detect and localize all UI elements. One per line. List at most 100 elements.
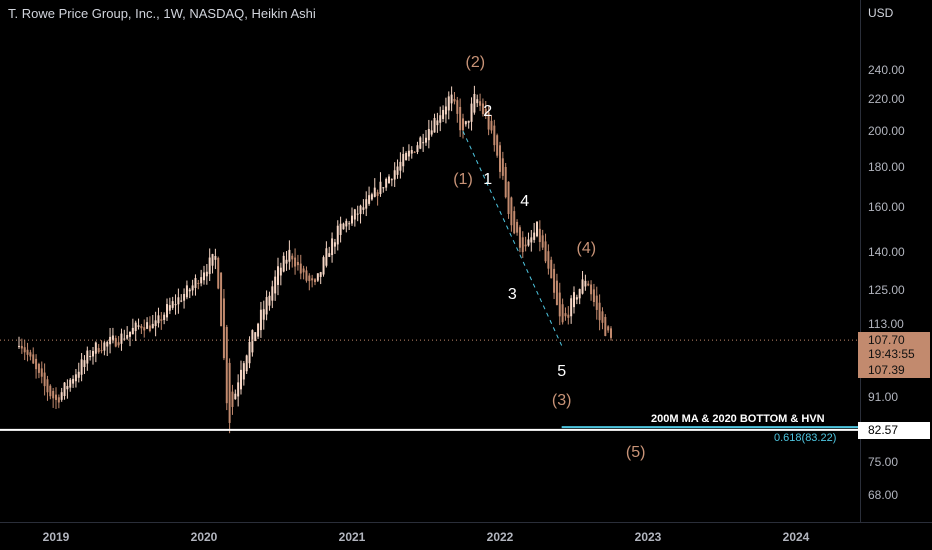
candle-body	[473, 93, 476, 113]
candle-body	[109, 336, 112, 345]
candle-body	[299, 263, 302, 274]
candle-body	[37, 363, 40, 373]
candle-body	[203, 272, 205, 281]
candle-body	[396, 166, 399, 175]
candle-body	[425, 137, 427, 143]
candle-body	[376, 192, 379, 196]
candle-body	[66, 385, 69, 390]
candle-body	[254, 332, 257, 342]
price-tick-label: 240.00	[868, 62, 905, 77]
candle-body	[126, 335, 129, 339]
candle-body	[77, 371, 80, 378]
candle-body	[573, 292, 575, 308]
candle-body	[305, 270, 308, 281]
candle-body	[97, 348, 100, 353]
candles-layer	[18, 85, 612, 434]
candle-body	[336, 225, 339, 245]
prev-close-tag: 107.39	[858, 363, 930, 378]
candle-body	[513, 211, 516, 234]
wave-label: 1	[483, 171, 493, 189]
candle-body	[561, 304, 564, 323]
time-axis-border	[0, 522, 932, 523]
candle-body	[259, 309, 262, 331]
candle-body	[225, 326, 228, 404]
price-tick-label: 68.00	[868, 488, 899, 503]
candle-body	[476, 99, 479, 104]
candle-body	[322, 257, 325, 275]
candle-body	[40, 368, 43, 377]
candle-body	[171, 301, 174, 308]
candle-body	[197, 282, 200, 284]
candle-body	[390, 179, 393, 181]
candle-body	[607, 326, 610, 331]
candle-body	[279, 267, 282, 276]
candle-body	[277, 266, 279, 285]
candle-body	[544, 241, 547, 262]
candle-body	[114, 338, 117, 347]
candle-body	[234, 393, 237, 400]
candle-body	[52, 390, 55, 399]
candle-body	[555, 280, 558, 305]
support-line-tag: 82.57	[858, 422, 930, 439]
candle-body	[450, 94, 453, 104]
wave-label: (1)	[453, 171, 473, 189]
candle-body	[46, 379, 49, 393]
candle-body	[251, 330, 254, 353]
candle-body	[18, 345, 20, 347]
candle-body	[359, 205, 362, 215]
candle-body	[407, 150, 410, 157]
candle-body	[92, 350, 94, 357]
candle-body	[490, 120, 493, 131]
candle-body	[510, 197, 513, 226]
price-tick-label: 125.00	[868, 282, 905, 297]
candle-body	[188, 289, 191, 292]
candle-body	[467, 120, 470, 123]
candle-body	[453, 98, 456, 102]
candle-body	[20, 345, 23, 349]
candle-body	[308, 275, 311, 282]
price-tick-label: 180.00	[868, 159, 905, 174]
candle-body	[518, 227, 521, 248]
candle-body	[325, 248, 328, 266]
candle-body	[430, 130, 433, 135]
candle-body	[200, 277, 203, 284]
candle-body	[362, 207, 365, 210]
candle-body	[590, 284, 593, 295]
candle-body	[553, 268, 556, 293]
candle-body	[405, 152, 408, 161]
candle-body	[160, 319, 163, 321]
candle-body	[547, 251, 550, 269]
candle-body	[242, 363, 245, 380]
candle-body	[194, 278, 197, 288]
candle-body	[496, 135, 499, 156]
candle-body	[265, 297, 268, 315]
candle-body	[351, 215, 353, 224]
candle-body	[69, 379, 72, 388]
price-tick-label: 91.00	[868, 390, 899, 404]
candle-body	[413, 151, 416, 153]
candle-body	[345, 220, 348, 227]
candle-body	[399, 161, 402, 171]
candle-body	[163, 314, 166, 321]
candle-body	[504, 166, 507, 198]
candle-body	[342, 223, 345, 230]
candle-body	[146, 322, 149, 329]
wave-label: (3)	[551, 391, 572, 409]
candle-body	[111, 335, 114, 341]
candle-body	[385, 178, 388, 188]
candle-body	[507, 181, 510, 215]
candle-body	[157, 315, 160, 324]
candle-body	[314, 279, 316, 283]
candle-body	[288, 249, 291, 262]
candle-body	[536, 221, 538, 237]
currency-label: USD	[868, 6, 894, 20]
candle-body	[587, 283, 590, 286]
candle-body	[464, 121, 467, 125]
candle-body	[32, 354, 35, 364]
candle-body	[166, 304, 168, 318]
candle-body	[447, 96, 450, 111]
candle-body	[481, 103, 484, 115]
candle-body	[143, 327, 146, 331]
candle-body	[274, 276, 277, 294]
